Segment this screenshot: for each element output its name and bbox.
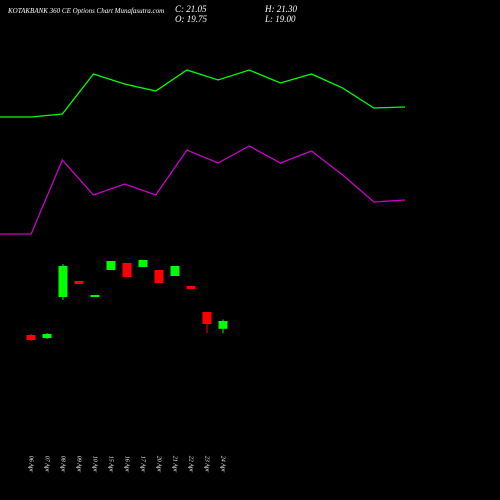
candle-body xyxy=(74,280,84,284)
high-label: H: 21.30 xyxy=(264,4,297,14)
candle-body xyxy=(186,286,196,290)
x-tick-label: 08 Apr xyxy=(60,456,66,473)
x-tick-label: 16 Apr xyxy=(124,456,130,473)
x-tick-label: 23 Apr xyxy=(204,456,210,473)
candle-body xyxy=(106,261,116,270)
x-tick-label: 07 Apr xyxy=(44,456,50,473)
indicator-line xyxy=(0,145,406,235)
x-tick-label: 10 Apr xyxy=(92,456,98,473)
chart-title: KOTAKBANK 360 CE Options Chart Munafasut… xyxy=(7,7,164,15)
x-tick-label: 22 Apr xyxy=(188,456,194,473)
candle-body xyxy=(122,262,132,278)
indicator-line xyxy=(0,69,406,118)
x-tick-label: 06 Apr xyxy=(28,456,34,473)
candle-body xyxy=(58,265,68,297)
candle-body xyxy=(154,270,164,284)
open-label: O: 19.75 xyxy=(175,14,207,24)
candle-body xyxy=(218,321,228,329)
candle-body xyxy=(202,312,212,324)
close-label: C: 21.05 xyxy=(175,4,207,14)
x-tick-label: 24 Apr xyxy=(220,456,227,473)
candle-body xyxy=(42,334,52,338)
low-label: L: 19.00 xyxy=(264,14,296,24)
candle-body xyxy=(90,295,100,297)
x-tick-label: 09 Apr xyxy=(76,456,82,473)
x-tick-label: 15 Apr xyxy=(108,456,114,473)
candle-body xyxy=(26,334,36,341)
candle-body xyxy=(170,265,180,276)
x-tick-label: 17 Apr xyxy=(140,456,146,473)
x-tick-label: 20 Apr xyxy=(156,456,162,473)
x-tick-label: 21 Apr xyxy=(172,456,178,473)
candle-body xyxy=(138,259,148,267)
